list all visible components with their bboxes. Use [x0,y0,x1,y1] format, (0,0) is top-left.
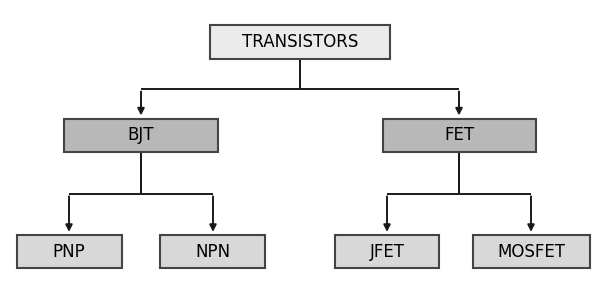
FancyBboxPatch shape [17,235,122,268]
FancyBboxPatch shape [473,235,589,268]
FancyBboxPatch shape [383,119,536,152]
Text: MOSFET: MOSFET [497,243,565,261]
Text: JFET: JFET [370,243,404,261]
FancyBboxPatch shape [335,235,439,268]
FancyBboxPatch shape [64,119,218,152]
Text: BJT: BJT [128,126,154,144]
FancyBboxPatch shape [210,26,390,59]
Text: NPN: NPN [196,243,230,261]
Text: TRANSISTORS: TRANSISTORS [242,33,358,51]
Text: PNP: PNP [53,243,85,261]
Text: FET: FET [444,126,474,144]
FancyBboxPatch shape [160,235,265,268]
